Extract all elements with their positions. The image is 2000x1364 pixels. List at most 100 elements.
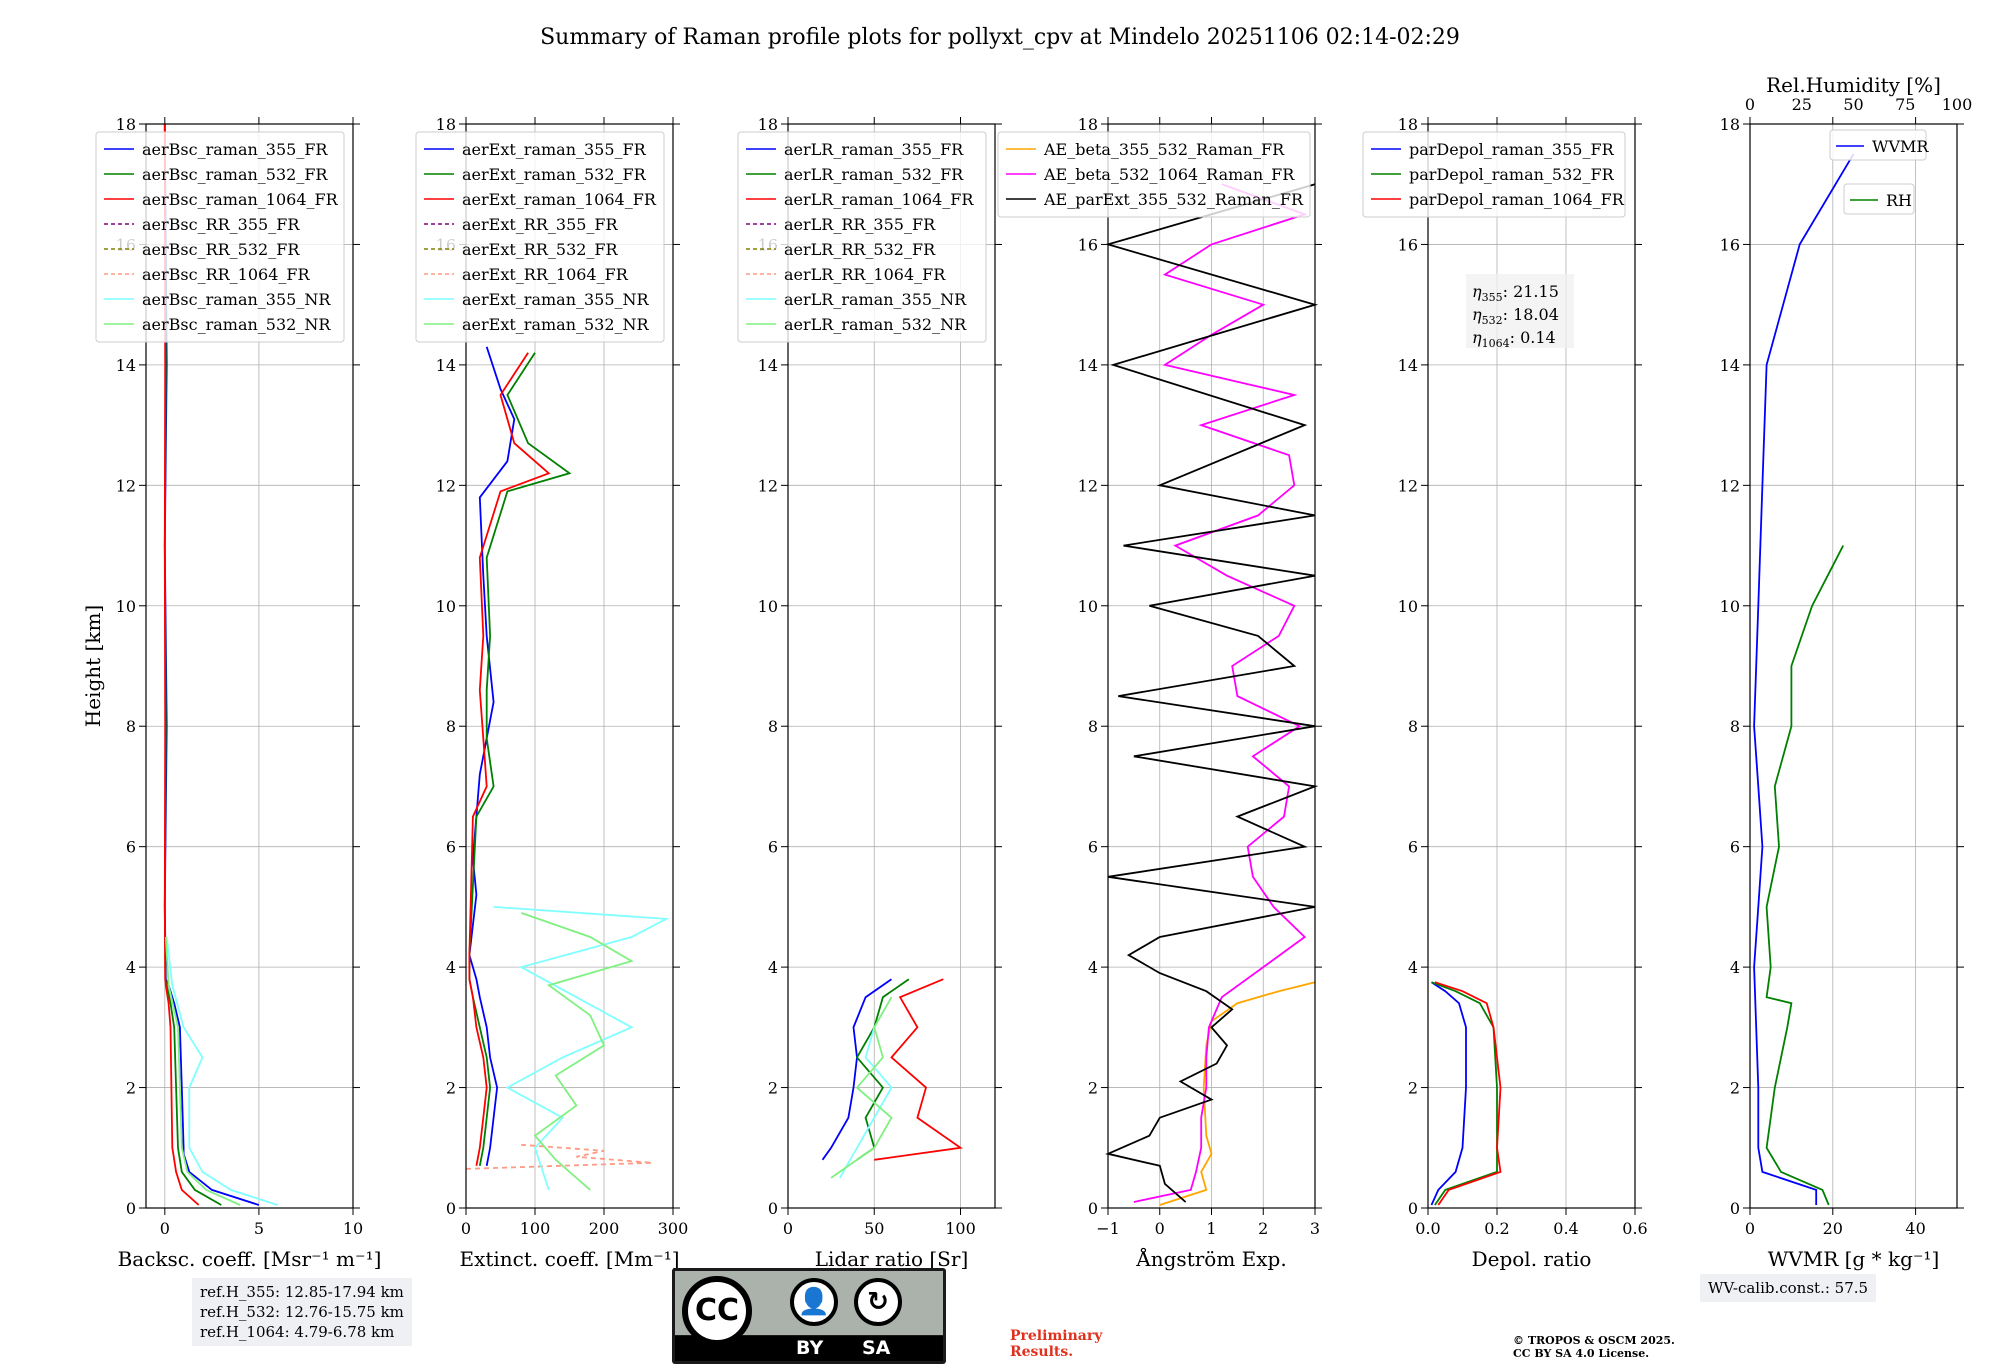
series-parDepol_raman_532_FR xyxy=(1431,981,1498,1206)
series-AE_parExt_355_532_Raman_FR xyxy=(1104,183,1319,1203)
y-tick-label: 18 xyxy=(1398,115,1418,134)
x-tick-label: 0 xyxy=(1745,1219,1755,1238)
top-x-axis-label: Rel.Humidity [%] xyxy=(1766,73,1941,97)
series-WVMR xyxy=(1753,153,1855,1205)
y-tick-label: 0 xyxy=(1408,1199,1418,1218)
series-AE_beta_355_532_Raman_FR xyxy=(1159,981,1316,1206)
top-x-tick-label: 75 xyxy=(1895,95,1915,114)
legend-label: aerBsc_raman_1064_FR xyxy=(142,190,339,209)
person-icon: 👤 xyxy=(790,1278,838,1326)
cc-sa-label: SA xyxy=(862,1337,891,1359)
ref-height-532: ref.H_532: 12.76-15.75 km xyxy=(200,1303,404,1321)
x-tick-label: 20 xyxy=(1823,1219,1843,1238)
y-tick-label: 0 xyxy=(1730,1199,1740,1218)
top-x-tick-label: 0 xyxy=(1745,95,1755,114)
x-tick-label: 3 xyxy=(1310,1219,1320,1238)
cc-icon: CC xyxy=(682,1276,752,1346)
y-tick-label: 18 xyxy=(1720,115,1740,134)
y-tick-label: 2 xyxy=(1408,1079,1418,1098)
legend-label: parDepol_raman_355_FR xyxy=(1409,140,1615,159)
legend-label: parDepol_raman_532_FR xyxy=(1409,165,1615,184)
panel-wv: 0 20 40 0 2 4 6 8 10 12 14 16 18 WVMR [g * kg⁻¹] 0 25 50… xyxy=(1720,73,1973,1271)
x-tick-label: 200 xyxy=(589,1219,620,1238)
panel-bsc: 0510024681012141618Backsc. coeff. [Msr⁻¹… xyxy=(81,115,381,1271)
ref-heights-box: ref.H_355: 12.85-17.94 km ref.H_532: 12.… xyxy=(192,1278,412,1346)
wv-legend: WVMR RH xyxy=(1829,129,1929,215)
copyright-line-1: © TROPOS & OSCM 2025. xyxy=(1513,1334,1675,1347)
cc-by-label: BY xyxy=(796,1337,824,1359)
axes-frame xyxy=(465,123,674,1209)
y-tick-label: 12 xyxy=(1720,476,1740,495)
y-tick-label: 0 xyxy=(768,1199,778,1218)
y-tick-label: 10 xyxy=(1398,597,1418,616)
series-aerExt_raman_532_NR xyxy=(520,912,634,1191)
eta-box xyxy=(1466,274,1574,348)
legend-label: aerExt_RR_1064_FR xyxy=(462,265,629,284)
x-tick-label: 40 xyxy=(1905,1219,1925,1238)
y-tick-label: 2 xyxy=(446,1079,456,1098)
y-tick-label: 6 xyxy=(1730,838,1740,857)
top-x-tick-label: 25 xyxy=(1792,95,1812,114)
x-tick-label: 0 xyxy=(160,1219,170,1238)
legend-label: parDepol_raman_1064_FR xyxy=(1409,190,1625,209)
legend-frame xyxy=(1829,129,1927,161)
legend-frame xyxy=(997,131,1311,218)
y-tick-label: 10 xyxy=(1720,597,1740,616)
y-tick-label: 4 xyxy=(1730,958,1740,977)
y-tick-label: 12 xyxy=(436,476,456,495)
y-tick-label: 16 xyxy=(1720,235,1740,254)
legend-label: RH xyxy=(1886,191,1912,210)
copyright-line-2: CC BY SA 4.0 License. xyxy=(1513,1347,1650,1360)
series-aerExt_raman_355_FR xyxy=(468,346,516,1166)
legend-frame xyxy=(737,131,987,343)
y-tick-label: 14 xyxy=(436,356,456,375)
x-tick-label: 0 xyxy=(461,1219,471,1238)
preliminary-line-1: Preliminary xyxy=(1010,1328,1103,1344)
y-tick-label: 0 xyxy=(126,1199,136,1218)
legend-frame xyxy=(415,131,665,343)
y-tick-label: 16 xyxy=(1398,235,1418,254)
series-aerExt_raman_532_FR xyxy=(468,352,572,1166)
axes-frame xyxy=(145,123,354,1209)
y-tick-label: 6 xyxy=(1408,838,1418,857)
x-tick-label: 100 xyxy=(945,1219,976,1238)
y-tick-label: 4 xyxy=(1408,958,1418,977)
preliminary-line-2: Results. xyxy=(1010,1344,1074,1360)
y-tick-label: 14 xyxy=(1078,356,1098,375)
eta-value-532: η532: 18.04 xyxy=(1472,305,1559,327)
series-aerBsc_raman_355_NR xyxy=(165,936,278,1206)
series-aerExt_raman_355_NR xyxy=(493,906,670,1191)
panel-lr: 050100024681012141618Lidar ratio [Sr]aer… xyxy=(737,115,1002,1271)
y-tick-label: 4 xyxy=(126,958,136,977)
legend-label: aerLR_raman_1064_FR xyxy=(784,190,974,209)
y-tick-label: 14 xyxy=(116,356,136,375)
x-tick-label: 0.6 xyxy=(1622,1219,1647,1238)
legend-label: aerExt_RR_355_FR xyxy=(462,215,619,234)
y-tick-label: 8 xyxy=(1408,717,1418,736)
legend-label: aerLR_RR_532_FR xyxy=(784,240,936,259)
y-tick-label: 2 xyxy=(1730,1079,1740,1098)
y-tick-label: 0 xyxy=(446,1199,456,1218)
legend-label: aerExt_raman_355_NR xyxy=(462,290,650,309)
y-tick-label: 2 xyxy=(126,1079,136,1098)
axes-frame xyxy=(1427,123,1636,1209)
legend-label: WVMR xyxy=(1872,137,1929,156)
ref-height-1064: ref.H_1064: 4.79-6.78 km xyxy=(200,1323,395,1341)
series-parDepol_raman_1064_FR xyxy=(1434,981,1502,1206)
series-RH xyxy=(1765,545,1844,1206)
legend-label: aerExt_raman_532_FR xyxy=(462,165,647,184)
y-tick-label: 6 xyxy=(446,838,456,857)
copyright-note: © TROPOS & OSCM 2025. CC BY SA 4.0 Licen… xyxy=(1513,1334,1675,1360)
y-tick-label: 8 xyxy=(446,717,456,736)
legend-label: AE_beta_355_532_Raman_FR xyxy=(1043,140,1285,159)
y-tick-label: 18 xyxy=(758,115,778,134)
y-tick-label: 6 xyxy=(126,838,136,857)
y-tick-label: 8 xyxy=(126,717,136,736)
x-tick-label: −1 xyxy=(1096,1219,1120,1238)
series-aerExt_raman_1064_FR xyxy=(468,352,551,1166)
x-axis-label: Ångström Exp. xyxy=(1135,1246,1286,1271)
y-tick-label: 12 xyxy=(758,476,778,495)
legend-label: aerLR_raman_532_FR xyxy=(784,165,964,184)
y-tick-label: 12 xyxy=(116,476,136,495)
